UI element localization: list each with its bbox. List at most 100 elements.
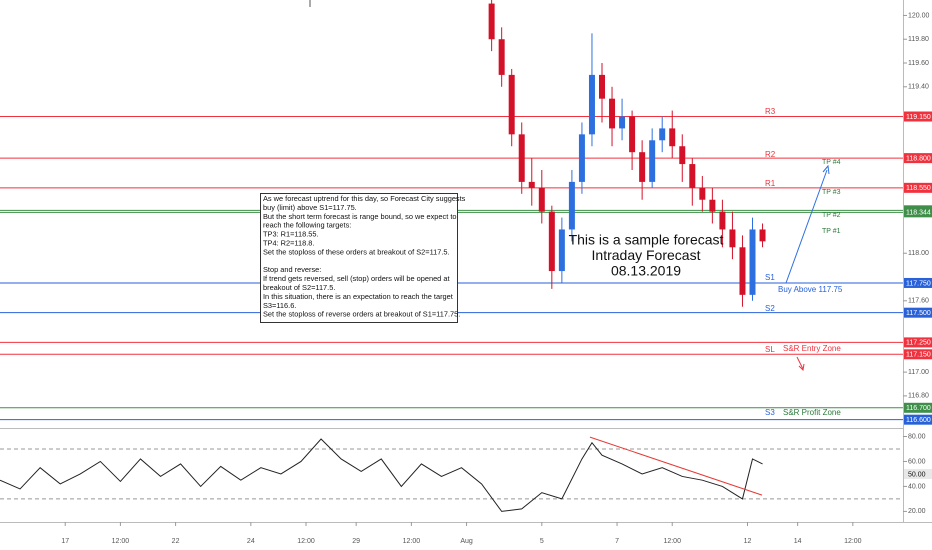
candle-body <box>528 181 535 188</box>
candle-body <box>669 128 676 147</box>
entry-zone-label: S&R Entry Zone <box>783 344 841 353</box>
x-tick-label: 29 <box>352 538 360 545</box>
candle-body <box>558 229 565 272</box>
candle-body <box>619 116 626 129</box>
candle-body <box>538 187 545 212</box>
candle-body <box>508 74 515 135</box>
rsi-y-tick-label: 80.00 <box>908 433 926 440</box>
candle-body <box>659 128 666 141</box>
candle-body <box>699 187 706 200</box>
note-line: reach the following targets: <box>263 221 351 230</box>
note-line: breakout of S2=117.5. <box>263 283 335 292</box>
x-tick-label: 12:00 <box>844 538 862 545</box>
level-badge-label: 117.150 <box>906 352 931 359</box>
candle-body <box>759 229 766 242</box>
y-tick-label: 117.60 <box>908 298 929 305</box>
rsi-y-tick-label: 60.00 <box>908 458 926 465</box>
candle-body <box>568 181 575 230</box>
target-label: TP #2 <box>822 212 841 219</box>
note-line: S3=116.6. <box>263 301 296 310</box>
candle-body <box>629 116 636 153</box>
level-badge-label: 116.600 <box>906 417 931 424</box>
note-line: TP3: R1=118.55. <box>263 230 319 239</box>
zone-label: SL <box>765 345 775 354</box>
y-tick-label: 117.00 <box>908 369 929 376</box>
level-badge <box>904 111 932 122</box>
y-tick-label: 116.80 <box>908 393 929 400</box>
level-badge-label: 117.500 <box>906 310 931 317</box>
candle-body <box>649 140 656 182</box>
candle-body <box>588 74 595 135</box>
rsi-y-tick-label: 20.00 <box>908 508 926 515</box>
candle-body <box>729 229 736 248</box>
buy-arrow-head <box>822 164 830 175</box>
level-badge <box>904 182 932 193</box>
level-badge-label: 117.750 <box>906 280 931 287</box>
target-label: TP #4 <box>822 159 841 166</box>
target-label: TP #3 <box>822 189 841 196</box>
forecast-title: Intraday Forecast <box>592 247 701 263</box>
y-tick-label: 119.40 <box>908 84 929 91</box>
x-tick-label: 12:00 <box>403 538 421 545</box>
note-line: buy (limit) above S1=117.75. <box>263 203 357 212</box>
y-tick-label: 120.00 <box>908 12 930 19</box>
x-tick-label: 12:00 <box>663 538 681 545</box>
rsi-current-label: 50.00 <box>908 471 926 478</box>
note-line: Set the stoploss of reverse orders at br… <box>263 310 460 319</box>
x-tick-label: 12:00 <box>297 538 315 545</box>
level-badge-label: 118.800 <box>906 155 931 162</box>
candle-body <box>488 3 495 40</box>
candle-body <box>578 134 585 182</box>
level-badge-label: 118.344 <box>906 210 931 217</box>
level-badge <box>904 402 932 413</box>
level-badge <box>904 414 932 425</box>
candle-body <box>609 98 616 129</box>
candle-body <box>518 134 525 182</box>
zone-label: R2 <box>765 150 776 159</box>
x-tick-label: 14 <box>794 538 802 545</box>
note-line: Set the stoploss of these orders at brea… <box>263 247 450 256</box>
note-box: As we forecast uptrend for this day, so … <box>260 193 466 323</box>
y-tick-label: 119.80 <box>908 36 929 43</box>
candle-body <box>739 247 746 295</box>
rsi-line <box>0 438 763 512</box>
x-tick-label: 12:00 <box>112 538 130 545</box>
level-badge <box>904 207 932 218</box>
level-badge <box>904 277 932 288</box>
level-badge <box>904 337 932 348</box>
candle-body <box>679 146 686 165</box>
zone-label: R1 <box>765 179 776 188</box>
level-badge-label: 118.550 <box>906 185 931 192</box>
note-line: As we forecast uptrend for this day, so … <box>263 194 466 203</box>
x-tick-label: 22 <box>172 538 180 545</box>
rsi-trend-line <box>589 436 763 496</box>
y-tick-label: 119.60 <box>908 60 929 67</box>
buy-arrow <box>785 169 828 284</box>
zone-label: S1 <box>765 273 775 282</box>
sell-arrow <box>796 356 804 370</box>
x-tick-label: 24 <box>247 538 255 545</box>
level-badge-label: 117.250 <box>906 340 931 347</box>
note-line: TP4: R2=118.8. <box>263 238 314 247</box>
candle-body <box>749 229 756 295</box>
level-badge-label: 119.150 <box>906 114 931 121</box>
level-badge <box>904 349 932 360</box>
level-badge <box>904 153 932 164</box>
candle-body <box>639 152 646 182</box>
target-label: TP #1 <box>822 228 841 235</box>
candle-body <box>689 164 696 188</box>
candle-body <box>548 211 555 272</box>
note-line: In this situation, there is an expectati… <box>263 292 453 301</box>
note-box-frame <box>260 193 458 323</box>
x-tick-label: 12 <box>744 538 752 545</box>
buy-label: Buy Above 117.75 <box>778 285 843 294</box>
x-tick-label: Aug <box>460 538 473 545</box>
forecast-title: This is a sample forecast <box>569 232 724 248</box>
note-line: If trend gets reversed, sell (stop) orde… <box>263 274 450 283</box>
level-badge-label: 116.700 <box>906 405 931 412</box>
level-badge <box>904 307 932 318</box>
zone-label: S2 <box>765 304 775 313</box>
